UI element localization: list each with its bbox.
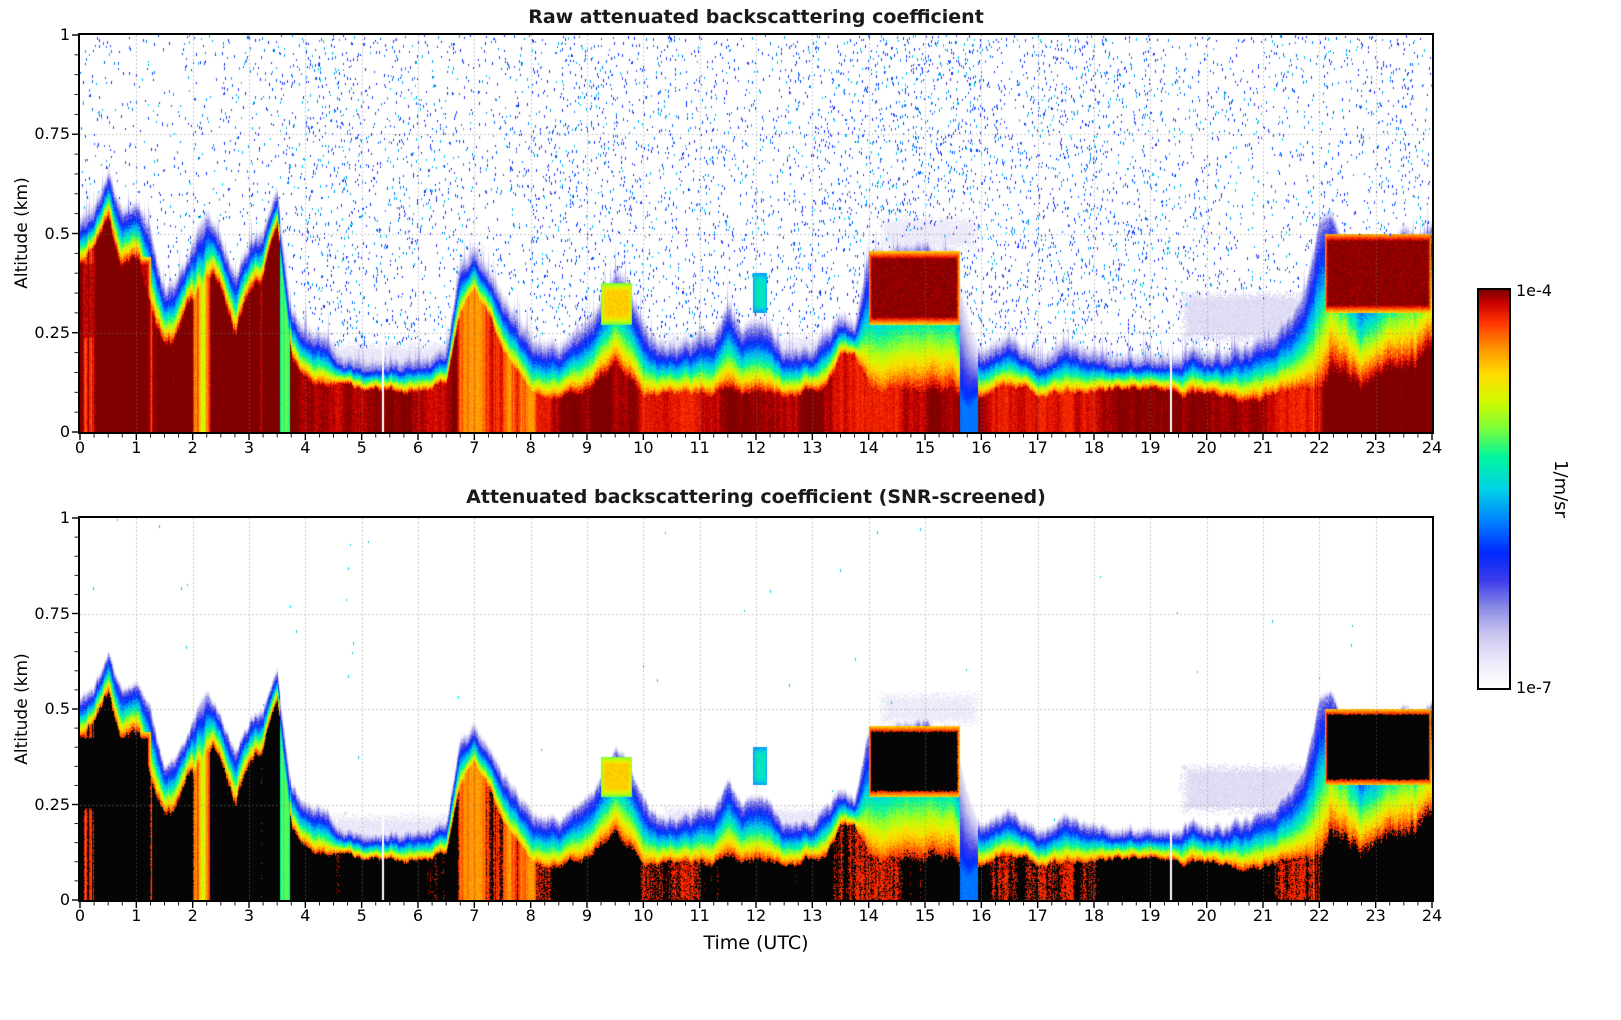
x-tick-label: 15 bbox=[914, 438, 936, 457]
x-tick-label: 2 bbox=[187, 906, 198, 925]
x-tick-label: 19 bbox=[1140, 906, 1161, 925]
x-tick-label: 6 bbox=[412, 906, 424, 925]
x-tick-label: 14 bbox=[858, 906, 879, 925]
colorbar-units-label: 1/m/sr bbox=[1550, 460, 1571, 518]
panel1-heatmap-canvas bbox=[80, 35, 1432, 432]
x-tick-label: 21 bbox=[1252, 438, 1274, 457]
x-tick-label: 20 bbox=[1196, 438, 1217, 457]
x-tick-label: 16 bbox=[971, 906, 992, 925]
x-tick-label: 9 bbox=[581, 438, 593, 457]
x-tick-label: 3 bbox=[243, 906, 255, 925]
panel1-plot-area bbox=[78, 33, 1434, 434]
x-tick-label: 20 bbox=[1196, 906, 1217, 925]
x-tick-label: 11 bbox=[689, 906, 710, 925]
x-tick-label: 24 bbox=[1421, 906, 1443, 925]
colorbar-min-label: 1e-7 bbox=[1516, 678, 1552, 697]
x-tick-label: 7 bbox=[469, 906, 480, 925]
x-tick-label: 12 bbox=[745, 906, 767, 925]
x-tick-label: 5 bbox=[356, 438, 367, 457]
x-tick-label: 21 bbox=[1252, 906, 1274, 925]
panel2-heatmap-canvas bbox=[80, 518, 1432, 900]
y-tick-label: 0.5 bbox=[44, 699, 70, 718]
y-tick-label: 0.75 bbox=[34, 124, 70, 144]
x-tick-label: 23 bbox=[1365, 906, 1386, 925]
x-tick-label: 3 bbox=[243, 438, 255, 457]
x-axis-label: Time (UTC) bbox=[703, 932, 809, 954]
y-tick-label: 1 bbox=[59, 25, 70, 44]
x-tick-label: 7 bbox=[469, 438, 480, 457]
x-tick-label: 0 bbox=[74, 906, 86, 925]
x-tick-label: 0 bbox=[74, 438, 86, 457]
y-tick-label: 0.25 bbox=[34, 794, 70, 814]
x-tick-label: 10 bbox=[633, 906, 654, 925]
y-tick-label: 0 bbox=[59, 890, 70, 909]
panel1-title: Raw attenuated backscattering coefficien… bbox=[528, 6, 984, 28]
x-tick-label: 18 bbox=[1083, 906, 1105, 925]
x-tick-label: 4 bbox=[300, 438, 311, 457]
x-tick-label: 16 bbox=[971, 438, 992, 457]
x-tick-label: 18 bbox=[1083, 438, 1105, 457]
x-tick-label: 14 bbox=[858, 438, 879, 457]
colorbar-max-label: 1e-4 bbox=[1516, 281, 1552, 300]
x-tick-label: 17 bbox=[1027, 438, 1048, 457]
x-tick-label: 13 bbox=[802, 906, 823, 925]
colorbar bbox=[1477, 288, 1511, 690]
y-tick-label: 1 bbox=[59, 508, 70, 527]
x-tick-label: 1 bbox=[131, 438, 142, 457]
y-tick-label: 0.5 bbox=[44, 223, 70, 243]
x-tick-label: 6 bbox=[412, 438, 424, 457]
x-tick-label: 23 bbox=[1365, 438, 1386, 457]
x-tick-label: 19 bbox=[1140, 438, 1161, 457]
x-tick-label: 13 bbox=[802, 438, 823, 457]
x-tick-label: 24 bbox=[1421, 438, 1443, 457]
x-tick-label: 10 bbox=[633, 438, 654, 457]
x-tick-label: 8 bbox=[525, 906, 536, 925]
x-tick-label: 4 bbox=[300, 906, 311, 925]
x-tick-label: 11 bbox=[689, 438, 710, 457]
colorbar-canvas bbox=[1479, 290, 1509, 688]
x-tick-label: 8 bbox=[525, 438, 536, 457]
x-tick-label: 17 bbox=[1027, 906, 1048, 925]
y-tick-label: 0 bbox=[59, 422, 70, 441]
x-tick-label: 12 bbox=[745, 438, 767, 457]
x-tick-label: 22 bbox=[1309, 906, 1330, 925]
panel2-plot-area bbox=[78, 516, 1434, 902]
x-tick-label: 22 bbox=[1309, 438, 1330, 457]
x-tick-label: 9 bbox=[581, 906, 593, 925]
x-tick-label: 5 bbox=[356, 906, 367, 925]
x-tick-label: 2 bbox=[187, 438, 198, 457]
y-tick-label: 0.25 bbox=[34, 322, 70, 342]
panel2-title: Attenuated backscattering coefficient (S… bbox=[466, 486, 1046, 508]
x-tick-label: 1 bbox=[131, 906, 142, 925]
x-tick-label: 15 bbox=[914, 906, 936, 925]
y-tick-label: 0.75 bbox=[34, 603, 70, 623]
